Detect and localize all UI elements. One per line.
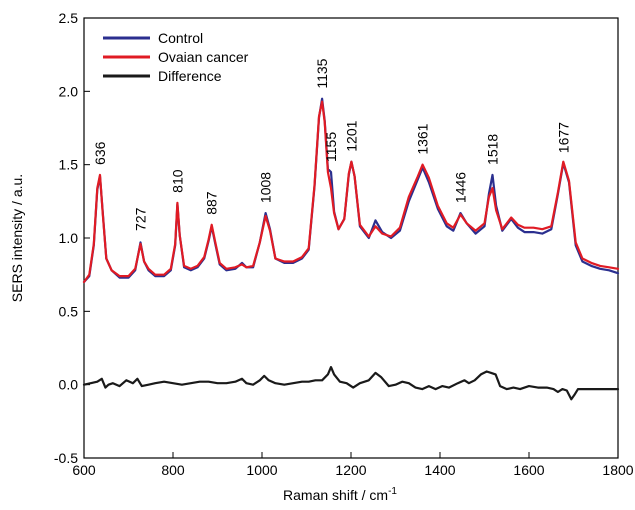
y-tick-label: 2.5 bbox=[59, 10, 79, 26]
peak-label: 810 bbox=[169, 169, 185, 193]
x-axis-title-superscript: -1 bbox=[388, 486, 397, 497]
x-axis-title: Raman shift / cm-1 bbox=[283, 486, 397, 503]
legend-label: Control bbox=[158, 30, 203, 46]
y-tick-label: 1.5 bbox=[59, 157, 79, 173]
y-tick-label: 1.0 bbox=[59, 230, 79, 246]
y-tick-label: 0.5 bbox=[59, 303, 79, 319]
peak-label: 1446 bbox=[452, 172, 468, 203]
x-tick-label: 800 bbox=[161, 462, 185, 478]
plot-frame bbox=[83, 17, 619, 459]
x-tick-label: 1000 bbox=[246, 462, 277, 478]
legend-label: Ovaian cancer bbox=[158, 49, 249, 65]
y-tick-label: -0.5 bbox=[54, 450, 78, 466]
peak-label: 1518 bbox=[485, 134, 501, 165]
peak-label: 1008 bbox=[258, 172, 274, 203]
y-axis-title: SERS intensity / a.u. bbox=[9, 174, 25, 302]
x-tick-label: 1400 bbox=[424, 462, 455, 478]
peak-label: 1361 bbox=[415, 123, 431, 154]
x-tick-label: 1200 bbox=[335, 462, 366, 478]
axis-ticks: 600 800 1000 1200 1400 1600 1800 -0.5 0.0 0.5 1.0 1… bbox=[54, 10, 634, 478]
peak-label: 1677 bbox=[555, 122, 571, 153]
peak-label: 1201 bbox=[343, 120, 359, 151]
series-layer bbox=[82, 97, 620, 401]
legend: Control Ovaian cancer Difference bbox=[103, 30, 249, 84]
legend-label: Difference bbox=[158, 68, 222, 84]
x-axis-title-main: Raman shift / cm bbox=[283, 487, 388, 503]
peak-label: 1155 bbox=[323, 132, 339, 162]
peak-label: 1135 bbox=[314, 58, 330, 88]
series-line-2 bbox=[82, 100, 620, 284]
peak-label: 887 bbox=[204, 191, 220, 215]
peak-label: 636 bbox=[92, 141, 108, 165]
x-tick-label: 1800 bbox=[602, 462, 633, 478]
y-tick-label: 2.0 bbox=[59, 83, 79, 99]
x-tick-label: 1600 bbox=[513, 462, 544, 478]
y-tick-label: 0.0 bbox=[59, 377, 79, 393]
series-line-3 bbox=[82, 366, 620, 401]
x-tick-label: 600 bbox=[72, 462, 96, 478]
peak-label: 727 bbox=[133, 207, 149, 231]
peak-labels: 636 727 810 887 1008 1135 1155 1201 1361 1446 1518… bbox=[92, 58, 571, 231]
